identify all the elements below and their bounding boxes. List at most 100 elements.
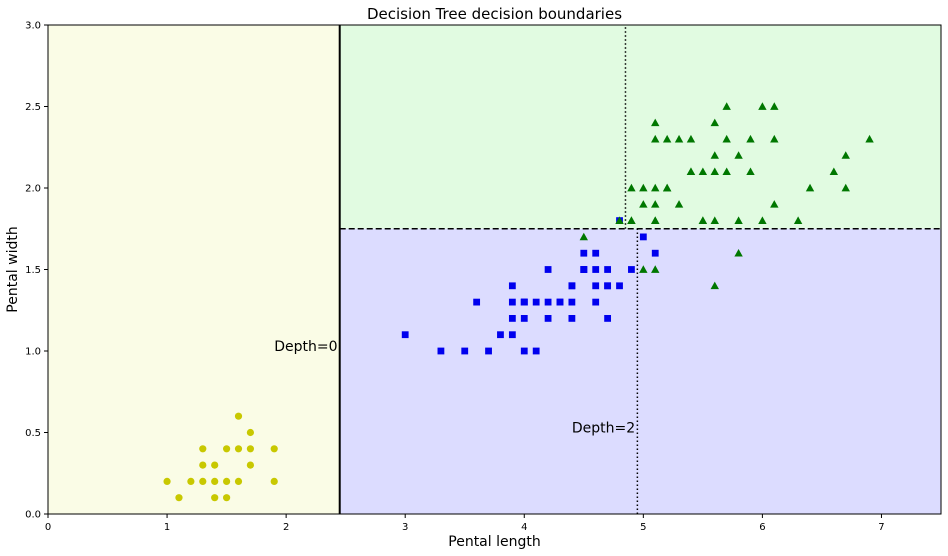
point-circle bbox=[211, 477, 219, 485]
x-tick-label: 4 bbox=[521, 522, 527, 533]
point-triangle bbox=[627, 183, 636, 192]
point-triangle bbox=[686, 167, 696, 176]
point-square bbox=[580, 266, 588, 273]
point-square bbox=[592, 266, 600, 273]
decision-region-1 bbox=[48, 25, 340, 514]
point-triangle bbox=[734, 151, 743, 159]
x-tick-label: 1 bbox=[164, 522, 170, 533]
y-tick-label: 2.0 bbox=[25, 184, 41, 195]
point-triangle bbox=[639, 183, 648, 192]
point-square bbox=[616, 282, 623, 290]
y-axis-title: Pental width bbox=[5, 226, 21, 312]
point-triangle bbox=[734, 249, 743, 257]
x-tick-label: 7 bbox=[878, 522, 884, 533]
point-square bbox=[520, 347, 528, 355]
annotations: Depth=0 Depth=2 bbox=[274, 339, 635, 437]
point-square bbox=[473, 298, 481, 306]
point-circle bbox=[187, 477, 195, 485]
point-triangle bbox=[651, 118, 660, 127]
point-circle bbox=[234, 445, 243, 453]
point-triangle bbox=[651, 216, 660, 224]
point-triangle bbox=[758, 102, 767, 110]
point-triangle bbox=[734, 216, 743, 224]
point-triangle bbox=[722, 102, 731, 110]
point-square bbox=[437, 347, 445, 355]
point-triangle bbox=[805, 183, 815, 192]
point-square bbox=[401, 331, 409, 339]
point-circle bbox=[223, 477, 231, 485]
decision-region-3 bbox=[339, 228, 941, 514]
point-triangle bbox=[651, 183, 660, 192]
point-triangle bbox=[615, 216, 624, 224]
point-triangle bbox=[710, 216, 719, 224]
point-square bbox=[508, 282, 516, 290]
point-circle bbox=[223, 494, 231, 502]
point-square bbox=[592, 249, 600, 257]
point-triangle bbox=[710, 167, 719, 176]
y-tick-label: 1.0 bbox=[25, 347, 41, 358]
point-square bbox=[497, 331, 504, 339]
point-triangle bbox=[758, 216, 767, 224]
point-triangle bbox=[674, 200, 684, 208]
point-triangle bbox=[710, 151, 719, 159]
point-square bbox=[485, 347, 492, 355]
point-triangle bbox=[793, 216, 803, 224]
point-triangle bbox=[698, 167, 708, 176]
point-square bbox=[604, 266, 612, 273]
point-triangle bbox=[698, 216, 708, 224]
point-triangle bbox=[674, 134, 684, 143]
point-square bbox=[651, 249, 659, 257]
point-triangle bbox=[746, 134, 755, 143]
y-tick-label: 1.5 bbox=[25, 265, 41, 276]
point-triangle bbox=[722, 167, 731, 176]
y-tick-label: 2.5 bbox=[25, 102, 41, 113]
point-circle bbox=[234, 477, 243, 485]
point-square bbox=[544, 315, 552, 322]
point-circle bbox=[199, 445, 207, 453]
point-triangle bbox=[770, 134, 779, 143]
point-circle bbox=[270, 445, 278, 453]
point-square bbox=[568, 315, 576, 322]
point-square bbox=[508, 298, 516, 306]
point-triangle bbox=[662, 134, 672, 143]
point-triangle bbox=[662, 183, 672, 192]
y-axis-ticks: 0.0 0.5 1.0 1.5 2.0 2.5 3.0 bbox=[25, 21, 48, 521]
y-tick-label: 0.0 bbox=[25, 510, 41, 521]
point-square bbox=[592, 282, 600, 290]
point-triangle bbox=[710, 281, 719, 290]
point-square bbox=[639, 233, 647, 241]
data-points bbox=[163, 102, 874, 502]
point-square bbox=[461, 347, 469, 355]
decision-boundaries bbox=[338, 25, 941, 514]
point-triangle bbox=[639, 265, 648, 273]
point-triangle bbox=[651, 134, 660, 143]
point-square bbox=[604, 282, 612, 290]
point-circle bbox=[246, 461, 255, 469]
chart-title: Decision Tree decision boundaries bbox=[367, 5, 622, 23]
point-square bbox=[532, 298, 540, 306]
point-triangle bbox=[579, 232, 588, 241]
point-circle bbox=[175, 494, 183, 502]
point-triangle bbox=[710, 118, 719, 127]
point-square bbox=[628, 266, 635, 273]
point-square bbox=[568, 282, 576, 290]
point-square bbox=[520, 315, 528, 322]
point-square bbox=[556, 298, 564, 306]
point-triangle bbox=[627, 216, 636, 224]
point-triangle bbox=[829, 167, 839, 176]
point-circle bbox=[246, 445, 255, 453]
x-axis-title: Pental length bbox=[448, 534, 540, 550]
point-triangle bbox=[639, 200, 648, 208]
point-square bbox=[508, 331, 516, 339]
point-triangle bbox=[651, 265, 660, 273]
point-triangle bbox=[770, 102, 779, 110]
decision-regions bbox=[48, 25, 941, 514]
x-tick-label: 3 bbox=[402, 522, 408, 533]
point-circle bbox=[211, 461, 219, 469]
point-triangle bbox=[841, 151, 850, 159]
point-square bbox=[544, 266, 552, 273]
point-circle bbox=[234, 412, 243, 420]
annotation-depth-0: Depth=0 bbox=[274, 339, 337, 355]
point-circle bbox=[199, 477, 207, 485]
point-square bbox=[508, 315, 516, 322]
